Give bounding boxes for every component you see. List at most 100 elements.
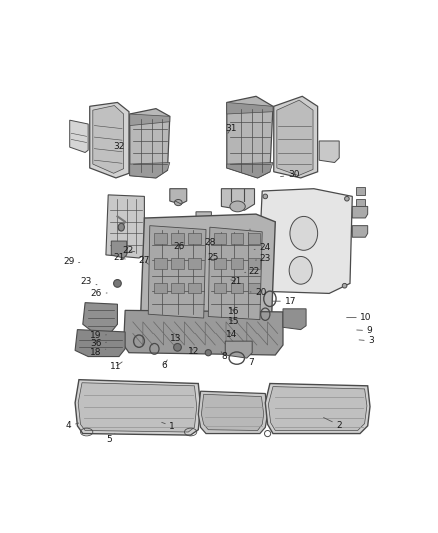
- Text: 4: 4: [66, 422, 79, 431]
- Text: 28: 28: [205, 238, 216, 247]
- Text: 7: 7: [245, 358, 254, 367]
- Polygon shape: [356, 199, 365, 206]
- Ellipse shape: [230, 201, 245, 212]
- Text: 18: 18: [90, 348, 106, 357]
- Polygon shape: [130, 109, 170, 178]
- Text: 16: 16: [228, 306, 240, 316]
- Polygon shape: [252, 263, 262, 273]
- Polygon shape: [352, 225, 367, 237]
- Polygon shape: [75, 379, 201, 435]
- Text: 1: 1: [162, 422, 175, 431]
- Polygon shape: [111, 241, 127, 258]
- Polygon shape: [188, 258, 201, 269]
- Polygon shape: [198, 391, 268, 433]
- Polygon shape: [247, 233, 260, 244]
- Text: 5: 5: [106, 433, 115, 444]
- Text: 10: 10: [346, 313, 372, 322]
- Ellipse shape: [345, 196, 349, 201]
- Text: 9: 9: [357, 326, 372, 335]
- Polygon shape: [93, 106, 124, 173]
- Polygon shape: [124, 310, 283, 355]
- Polygon shape: [225, 341, 252, 358]
- Polygon shape: [214, 233, 226, 244]
- Polygon shape: [356, 187, 365, 195]
- Polygon shape: [247, 258, 260, 269]
- Ellipse shape: [113, 280, 121, 287]
- Polygon shape: [155, 282, 167, 294]
- Polygon shape: [231, 282, 243, 294]
- Ellipse shape: [263, 284, 268, 288]
- Text: 12: 12: [188, 347, 199, 356]
- Ellipse shape: [174, 199, 182, 206]
- Text: 27: 27: [138, 256, 150, 265]
- Polygon shape: [70, 120, 88, 152]
- Polygon shape: [188, 282, 201, 294]
- Text: 14: 14: [226, 329, 237, 338]
- Polygon shape: [155, 233, 167, 244]
- Polygon shape: [155, 258, 167, 269]
- Polygon shape: [258, 189, 352, 294]
- Polygon shape: [130, 163, 170, 178]
- Polygon shape: [201, 394, 264, 431]
- Text: 8: 8: [221, 352, 227, 361]
- Text: 23: 23: [255, 254, 271, 263]
- Polygon shape: [227, 96, 273, 178]
- Polygon shape: [247, 282, 260, 294]
- Text: 31: 31: [225, 124, 236, 133]
- Polygon shape: [265, 384, 370, 433]
- Text: 25: 25: [207, 253, 219, 262]
- Ellipse shape: [289, 256, 312, 284]
- Polygon shape: [171, 258, 184, 269]
- Polygon shape: [106, 195, 145, 258]
- Polygon shape: [148, 225, 206, 318]
- Polygon shape: [231, 258, 243, 269]
- Polygon shape: [170, 189, 187, 204]
- Text: 36: 36: [90, 340, 106, 349]
- Polygon shape: [75, 329, 125, 357]
- Polygon shape: [171, 233, 184, 244]
- Ellipse shape: [342, 284, 347, 288]
- Polygon shape: [227, 102, 273, 114]
- Polygon shape: [141, 214, 276, 332]
- Polygon shape: [319, 141, 339, 163]
- Polygon shape: [283, 309, 306, 329]
- Text: 11: 11: [110, 362, 122, 371]
- Polygon shape: [214, 282, 226, 294]
- Polygon shape: [231, 233, 243, 244]
- Ellipse shape: [118, 223, 124, 231]
- Polygon shape: [90, 102, 129, 178]
- Text: 22: 22: [123, 246, 135, 255]
- Ellipse shape: [173, 343, 181, 351]
- Polygon shape: [188, 233, 201, 244]
- Text: 32: 32: [113, 142, 129, 150]
- Polygon shape: [171, 282, 184, 294]
- Polygon shape: [83, 303, 117, 332]
- Text: 20: 20: [250, 288, 267, 297]
- Text: 26: 26: [173, 242, 185, 251]
- Polygon shape: [214, 258, 226, 269]
- Ellipse shape: [290, 216, 318, 251]
- Polygon shape: [208, 227, 262, 320]
- Ellipse shape: [263, 194, 268, 199]
- Text: 21: 21: [113, 253, 125, 262]
- Polygon shape: [252, 249, 262, 260]
- Text: 22: 22: [245, 266, 260, 276]
- Text: 13: 13: [170, 334, 181, 343]
- Polygon shape: [227, 163, 273, 178]
- Polygon shape: [277, 100, 313, 175]
- Polygon shape: [130, 114, 170, 126]
- Text: 6: 6: [162, 360, 167, 370]
- Ellipse shape: [205, 350, 212, 356]
- Polygon shape: [221, 189, 254, 210]
- Text: 2: 2: [324, 417, 342, 430]
- Text: 29: 29: [63, 257, 80, 266]
- Polygon shape: [274, 96, 318, 178]
- Text: 30: 30: [280, 170, 299, 179]
- Polygon shape: [268, 386, 367, 431]
- Text: 17: 17: [272, 297, 296, 306]
- Text: 24: 24: [254, 244, 271, 252]
- Text: 3: 3: [359, 336, 374, 345]
- Polygon shape: [196, 212, 212, 225]
- Text: 21: 21: [230, 277, 242, 286]
- Polygon shape: [352, 206, 367, 218]
